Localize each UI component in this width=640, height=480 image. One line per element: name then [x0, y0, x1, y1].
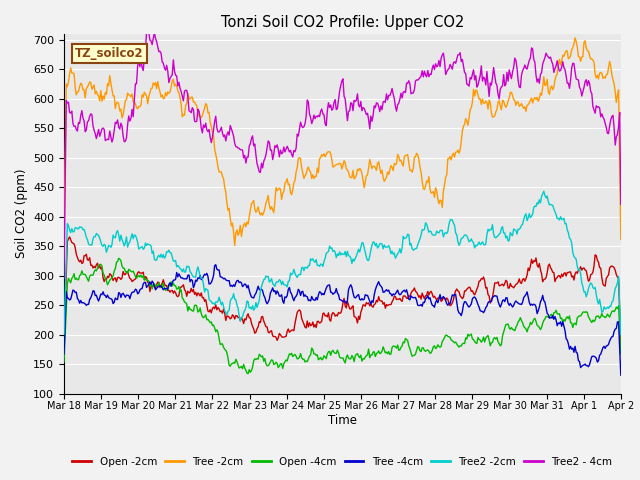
Title: Tonzi Soil CO2 Profile: Upper CO2: Tonzi Soil CO2 Profile: Upper CO2: [221, 15, 464, 30]
Legend: Open -2cm, Tree -2cm, Open -4cm, Tree -4cm, Tree2 -2cm, Tree2 - 4cm: Open -2cm, Tree -2cm, Open -4cm, Tree -4…: [68, 453, 616, 471]
X-axis label: Time: Time: [328, 414, 357, 427]
Text: TZ_soilco2: TZ_soilco2: [75, 47, 144, 60]
Y-axis label: Soil CO2 (ppm): Soil CO2 (ppm): [15, 169, 28, 258]
